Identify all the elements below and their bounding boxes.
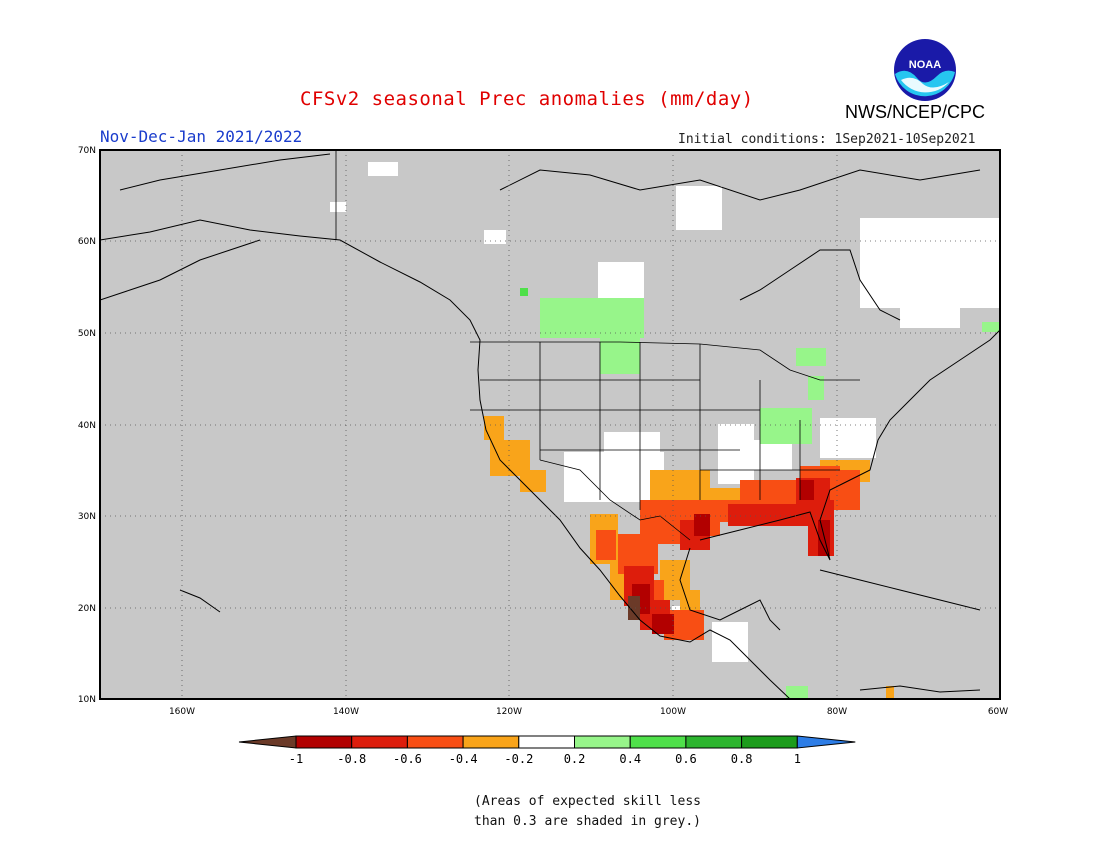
forecast-period: Nov-Dec-Jan 2021/2022 xyxy=(100,127,303,146)
colorbar xyxy=(238,735,856,749)
colorbar-label: 0.6 xyxy=(675,752,697,766)
colorbar-arrow-right xyxy=(796,735,856,749)
lon-tick-label: 120W xyxy=(496,707,522,717)
noaa-logo-text: NOAA xyxy=(909,59,941,71)
colorbar-segment xyxy=(574,735,631,749)
lon-tick-label: 60W xyxy=(988,707,1008,717)
skill-note-line: than 0.3 are shaded in grey.) xyxy=(474,814,701,829)
lat-tick-label: 40N xyxy=(78,421,96,431)
colorbar-segment xyxy=(406,735,464,749)
colorbar-label: 1 xyxy=(793,752,801,766)
wet-anomaly-regions xyxy=(520,288,1000,699)
latitude-labels: 70N 60N 50N 40N 30N 20N 10N xyxy=(78,146,96,705)
noaa-logo: NOAA xyxy=(894,39,956,101)
colorbar-label: -0.8 xyxy=(337,752,367,766)
colorbar-segment xyxy=(518,735,575,749)
lat-tick-label: 50N xyxy=(78,329,96,339)
colorbar-label: 0.4 xyxy=(619,752,642,766)
lat-tick-label: 20N xyxy=(78,604,96,614)
lon-tick-label: 80W xyxy=(827,707,847,717)
colorbar-label: -0.6 xyxy=(393,752,422,766)
colorbar-segment xyxy=(462,735,520,749)
colorbar-label: 0.2 xyxy=(563,752,586,766)
near-normal-regions xyxy=(330,162,1000,662)
lat-tick-label: 10N xyxy=(78,695,96,705)
colorbar-segment xyxy=(351,735,408,749)
colorbar-segment xyxy=(629,735,687,749)
dry-extreme-regions xyxy=(628,596,640,620)
colorbar-label: -0.2 xyxy=(504,752,534,766)
lat-lon-grid xyxy=(100,150,1000,699)
colorbar-label: -0.4 xyxy=(448,752,478,766)
skill-note-line: (Areas of expected skill less xyxy=(474,794,701,809)
lat-tick-label: 70N xyxy=(78,146,96,156)
colorbar-label: -1 xyxy=(288,752,304,766)
colorbar-label: 0.8 xyxy=(730,752,753,766)
colorbar-segment xyxy=(741,735,798,749)
lon-tick-label: 100W xyxy=(660,707,686,717)
anomaly-field xyxy=(100,150,1000,699)
lat-tick-label: 30N xyxy=(78,512,96,522)
map-frame xyxy=(99,149,1001,700)
skill-note: (Areas of expected skill less than 0.3 a… xyxy=(474,792,701,832)
colorbar-segment xyxy=(295,735,353,749)
lon-tick-label: 160W xyxy=(169,707,195,717)
lat-tick-label: 60N xyxy=(78,237,96,247)
colorbar-arrow-left xyxy=(238,735,297,749)
agency-label: NWS/NCEP/CPC xyxy=(845,102,986,122)
initial-conditions: Initial conditions: 1Sep2021-10Sep2021 xyxy=(678,132,976,147)
coastlines xyxy=(100,153,1000,699)
colorbar-segment xyxy=(685,735,743,749)
map-title: CFSv2 seasonal Prec anomalies (mm/day) xyxy=(300,88,754,110)
political-borders xyxy=(335,150,860,541)
longitude-labels: 160W 140W 120W 100W 80W 60W xyxy=(169,707,1008,717)
lon-tick-label: 140W xyxy=(333,707,359,717)
